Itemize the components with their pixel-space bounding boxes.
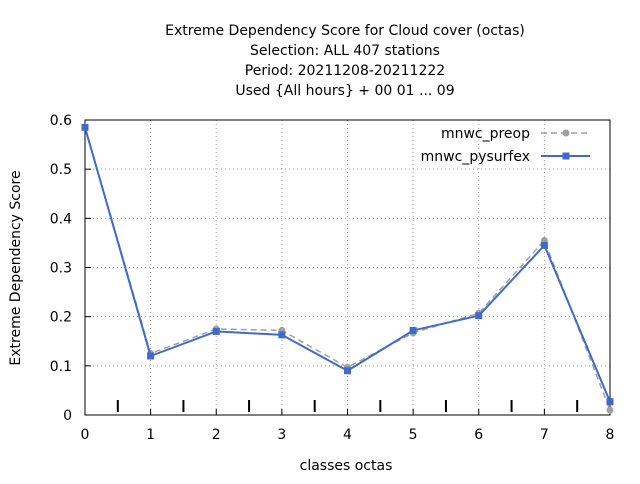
- title-line-4: Used {All hours} + 00 01 ... 09: [235, 83, 454, 99]
- y-tick-label: 0.5: [50, 162, 72, 178]
- y-tick-label: 0.6: [50, 113, 72, 129]
- x-tick-label: 0: [81, 427, 90, 443]
- legend: mnwc_preop mnwc_pysurfex: [421, 126, 590, 165]
- x-tick-label: 8: [606, 427, 615, 443]
- y-tick-labels: 0 0.1 0.2 0.3 0.4 0.5 0.6: [50, 113, 91, 424]
- legend-marker-mnwc_pysurfex: [562, 152, 570, 160]
- minor-tick-marks: [116, 400, 579, 412]
- x-tick-labels: 0 1 2 3 4 5 6 7 8: [81, 409, 615, 443]
- legend-marker-mnwc_preop: [562, 129, 570, 137]
- y-tick-label: 0.2: [50, 310, 72, 326]
- x-tick-label: 5: [409, 427, 418, 443]
- data-point-mnwc_pysurfex: [344, 367, 351, 375]
- x-tick-label: 2: [212, 427, 221, 443]
- data-point-mnwc_pysurfex: [475, 312, 483, 320]
- y-axis-label: Extreme Dependency Score: [8, 170, 24, 365]
- x-tick-label: 1: [146, 427, 155, 443]
- data-point-mnwc_preop: [606, 406, 614, 414]
- data-point-mnwc_pysurfex: [81, 123, 89, 131]
- legend-label-mnwc_pysurfex: mnwc_pysurfex: [421, 149, 530, 165]
- x-axis-label: classes octas: [300, 458, 393, 474]
- y-tick-label: 0: [63, 408, 72, 424]
- data-point-mnwc_pysurfex: [212, 327, 220, 335]
- data-point-mnwc_pysurfex: [606, 398, 614, 406]
- chart-title: Extreme Dependency Score for Cloud cover…: [165, 23, 525, 99]
- y-tick-label: 0.3: [50, 261, 72, 277]
- data-point-mnwc_pysurfex: [278, 331, 286, 339]
- data-point-mnwc_pysurfex: [540, 241, 548, 249]
- x-tick-label: 6: [474, 427, 483, 443]
- x-tick-label: 3: [277, 427, 286, 443]
- y-tick-label: 0.1: [50, 359, 72, 375]
- data-point-mnwc_pysurfex: [409, 326, 417, 334]
- x-tick-label: 4: [343, 427, 352, 443]
- series-mnwc_pysurfex: [81, 123, 614, 406]
- y-tick-label: 0.4: [50, 211, 72, 227]
- series-line-mnwc_preop: [84, 127, 611, 411]
- legend-label-mnwc_preop: mnwc_preop: [441, 126, 530, 142]
- series-layer: [81, 123, 614, 414]
- title-line-3: Period: 20211208-20211222: [245, 63, 445, 79]
- data-point-mnwc_pysurfex: [147, 352, 155, 360]
- title-line-1: Extreme Dependency Score for Cloud cover…: [165, 23, 525, 39]
- x-tick-label: 7: [540, 427, 549, 443]
- title-line-2: Selection: ALL 407 stations: [250, 43, 440, 59]
